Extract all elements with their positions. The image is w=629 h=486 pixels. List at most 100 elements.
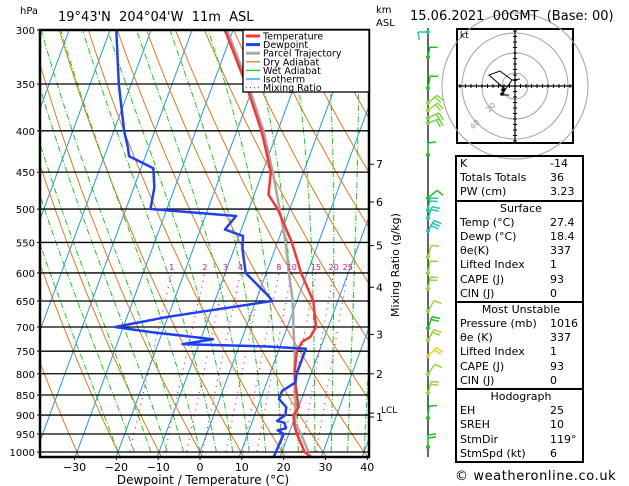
index-label: Lifted Index <box>460 345 525 359</box>
copyright: © weatheronline.co.uk <box>455 469 617 484</box>
pressure-tick-label: 650 <box>16 297 35 308</box>
wind-barb-feather <box>430 225 439 230</box>
hodo-row: StmSpd (kt) 6 <box>460 447 582 461</box>
index-value: 337 <box>550 331 571 345</box>
dry-adiabat-line <box>40 162 163 457</box>
surface-row: CAPE (J) 93 <box>460 273 582 287</box>
index-row-k: K -14 <box>460 157 582 171</box>
wind-barb-staff <box>427 363 436 375</box>
legend-label: Parcel Trajectory <box>263 49 342 60</box>
x-tick-label: 0 <box>197 461 204 474</box>
wind-barb-feather <box>431 315 441 320</box>
mu-row: Pressure (mb) 1016 <box>460 317 582 331</box>
isotherm-line <box>40 30 152 332</box>
height-tick-label: 6 <box>376 196 383 209</box>
mixing-ratio-label: 4 <box>238 263 243 272</box>
isotherm-line <box>320 326 369 457</box>
x-tick-label: 30 <box>318 461 332 474</box>
wind-barb-dot <box>426 86 430 90</box>
wind-barb-dot <box>426 116 430 120</box>
wind-barb-feather <box>434 104 442 112</box>
index-label: θe(K) <box>460 244 490 258</box>
index-value: 93 <box>550 359 564 373</box>
pressure-tick-label: 750 <box>16 347 35 358</box>
wind-barb-feather <box>430 208 440 212</box>
isotherm-line <box>279 215 369 457</box>
wind-barb-feather <box>433 299 442 305</box>
dry-adiabat-line <box>116 30 327 457</box>
x-tick-label: 10 <box>235 461 249 474</box>
hodo-row: StmDir 119° <box>460 433 582 447</box>
pressure-tick-label: 300 <box>16 26 35 37</box>
index-label: Dewp (°C) <box>460 229 517 243</box>
wind-barb-feather <box>433 328 442 334</box>
surface-box: Surface Temp (°C) 27.4 Dewp (°C) 18.4 θe(K… <box>455 199 584 301</box>
mixing-ratio-label: 1 <box>169 263 174 272</box>
height-unit-km: km <box>376 5 392 16</box>
index-row-totals: Totals Totals 36 <box>460 171 582 185</box>
wind-barb-feather <box>430 318 440 322</box>
wind-barb-feather <box>434 96 442 104</box>
index-row-pw: PW (cm) 3.23 <box>460 185 582 199</box>
wind-barb-feather <box>437 102 444 110</box>
index-label: Temp (°C) <box>460 215 515 229</box>
wind-barb-feather <box>427 141 437 144</box>
index-value: -14 <box>550 157 568 170</box>
lcl-label: LCL <box>381 406 397 416</box>
pressure-tick-label: 950 <box>16 430 35 441</box>
pressure-tick-label: 1000 <box>10 448 35 459</box>
hodograph-title: Hodograph <box>490 390 552 403</box>
hodograph-ring <box>441 12 589 160</box>
wind-barb-feather <box>432 222 441 227</box>
wind-barb-dot <box>426 391 430 395</box>
dry-adiabat-line <box>40 62 204 457</box>
wind-barb-feather <box>433 219 442 225</box>
wind-barb-dot <box>426 55 430 59</box>
wind-barb-dot <box>426 326 430 330</box>
mixing-ratio-axis-label: Mixing Ratio (g/kg) <box>389 213 402 317</box>
pressure-tick-label: 800 <box>16 370 35 381</box>
most-unstable-box: Most Unstable Pressure (mb) 1016 θe (K) 33… <box>455 300 584 388</box>
index-label: θe (K) <box>460 331 493 345</box>
datetime-title: 15.06.2021 00GMT (Base: 00) <box>410 9 614 24</box>
wind-barbs <box>417 28 444 457</box>
hodograph-trace <box>488 70 521 96</box>
mixing-ratio-label: 15 <box>311 263 321 272</box>
wind-barb-dot <box>426 271 430 275</box>
index-value: 25 <box>550 404 564 418</box>
mixing-ratio-line <box>314 272 349 457</box>
wind-barb-dot <box>426 338 430 342</box>
wet-adiabat-line <box>289 30 316 452</box>
profiles <box>113 30 318 457</box>
hodograph-box: Hodograph EH 25 SREH 10 StmDir 119° StmSpd … <box>455 388 584 463</box>
height-tick-label: 3 <box>376 328 383 341</box>
surface-title: Surface <box>500 201 542 215</box>
hodograph-point <box>501 88 505 92</box>
wind-barb-feather <box>438 112 444 121</box>
wet-adiabat-line <box>40 242 119 453</box>
wind-barb-feather <box>417 31 420 41</box>
height-tick-label: 7 <box>376 158 383 171</box>
index-label: Lifted Index <box>460 258 525 272</box>
dry-adiabat-line <box>40 361 80 457</box>
legend-label: Mixing Ratio <box>263 83 322 94</box>
mu-row: CAPE (J) 93 <box>460 360 582 374</box>
dry-adiabat-line <box>291 30 369 174</box>
index-value: 93 <box>550 272 564 286</box>
wind-barb-feather <box>431 205 441 210</box>
mu-row: θe (K) 337 <box>460 331 582 345</box>
hodograph-unit-label: kt <box>460 31 469 41</box>
wind-barb-dot <box>426 287 430 291</box>
wind-barb-dot <box>426 30 430 34</box>
indices-top-box: K -14 Totals Totals 36 PW (cm) 3.23 <box>455 155 584 200</box>
index-value: 337 <box>550 244 571 258</box>
mixing-ratio-label: 3 <box>223 263 228 272</box>
mixing-ratio-label: 20 <box>329 263 339 272</box>
x-axis-label: Dewpoint / Temperature (°C) <box>117 473 289 486</box>
index-value: 3.23 <box>550 185 575 199</box>
hodograph-point <box>500 92 504 96</box>
wind-barb-staff <box>427 112 440 119</box>
mixing-ratio-labels: 1 2 3 4 8 10 15 20 25 <box>169 263 353 272</box>
